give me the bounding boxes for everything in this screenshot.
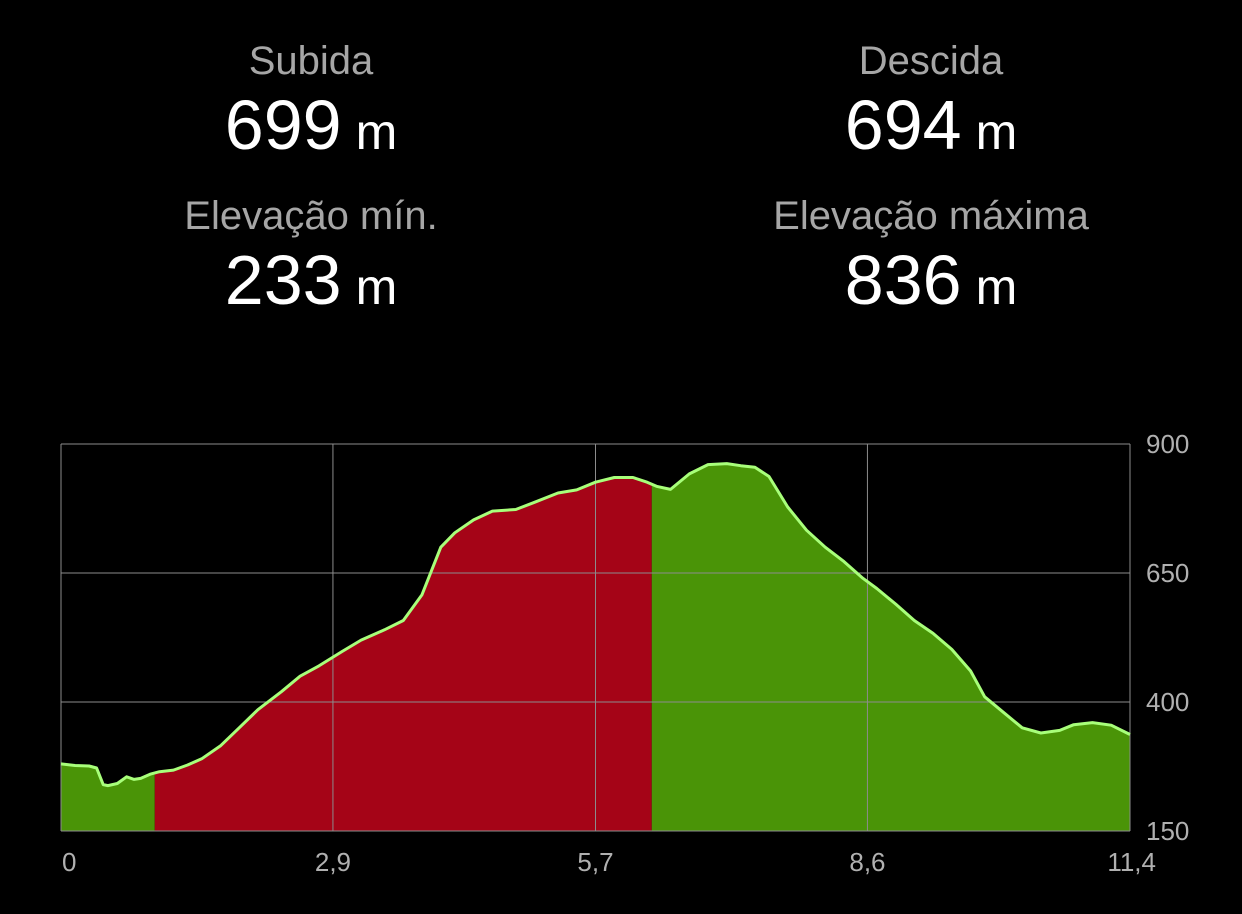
y-tick-label: 900 xyxy=(1146,429,1189,459)
profile-area-green-start xyxy=(61,763,155,831)
x-tick-label: 11,4 xyxy=(1107,847,1156,877)
ascent-label: Subida xyxy=(248,39,374,83)
y-tick-label: 150 xyxy=(1146,816,1189,846)
x-tick-label: 8,6 xyxy=(849,847,885,877)
min-elevation-label: Elevação mín. xyxy=(184,194,438,238)
x-tick-label: 2,9 xyxy=(315,847,351,877)
descent-stat: Descida 694 m xyxy=(681,37,1181,172)
x-tick-label: 0 xyxy=(62,847,76,877)
descent-label: Descida xyxy=(858,39,1004,83)
descent-value: 694 xyxy=(844,86,962,164)
max-elevation-label: Elevação máxima xyxy=(773,194,1089,238)
min-elevation-unit: m xyxy=(355,259,398,315)
profile-area-green-end xyxy=(651,463,1130,831)
y-tick-label: 650 xyxy=(1146,558,1189,588)
ascent-stat: Subida 699 m xyxy=(61,37,561,172)
max-elevation-unit: m xyxy=(975,259,1018,315)
min-elevation-value-row: 233 m xyxy=(61,240,561,327)
min-elevation-value: 233 xyxy=(224,241,342,319)
ascent-value-row: 699 m xyxy=(61,85,561,172)
max-elevation-value-row: 836 m xyxy=(681,240,1181,327)
ascent-value: 699 xyxy=(224,86,342,164)
min-elevation-stat: Elevação mín. 233 m xyxy=(61,192,561,327)
max-elevation-stat: Elevação máxima 836 m xyxy=(681,192,1181,327)
max-elevation-value: 836 xyxy=(844,241,962,319)
profile-area-highlight xyxy=(154,477,652,831)
x-tick-label: 5,7 xyxy=(577,847,613,877)
descent-value-row: 694 m xyxy=(681,85,1181,172)
profile-line xyxy=(60,462,1131,788)
ascent-unit: m xyxy=(355,104,398,160)
descent-unit: m xyxy=(975,104,1018,160)
y-tick-label: 400 xyxy=(1146,687,1189,717)
